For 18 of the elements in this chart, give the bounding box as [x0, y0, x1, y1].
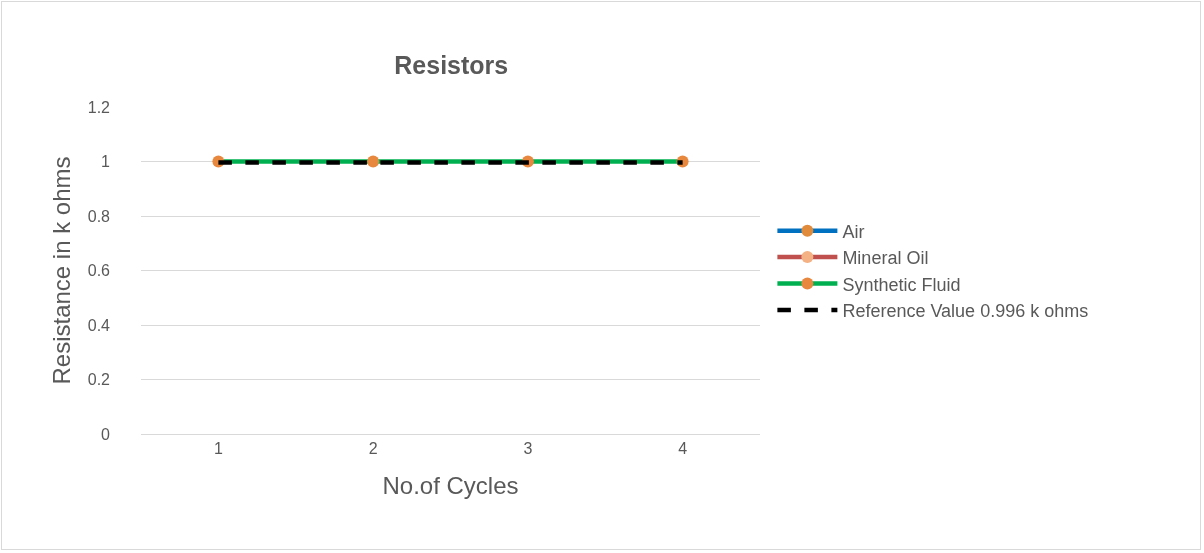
- y-tick-label: 1.2: [87, 98, 111, 116]
- y-tick-label: 0.6: [87, 262, 111, 280]
- y-tick-label: 0.2: [87, 371, 111, 389]
- x-tick-label: 4: [678, 440, 688, 458]
- y-tick-label: 1: [101, 153, 111, 171]
- legend-label: Air: [842, 221, 865, 242]
- y-tick-label: 0.8: [87, 207, 111, 225]
- x-tick-label: 2: [368, 440, 378, 458]
- legend-label: Synthetic Fluid: [842, 274, 961, 295]
- x-axis-title: No.of Cycles: [382, 471, 519, 499]
- y-axis-title: Resistance in k ohms: [47, 156, 75, 385]
- x-tick-label: 3: [523, 440, 533, 458]
- legend-label: Reference Value 0.996 k ohms: [842, 300, 1089, 321]
- y-tick-label: 0.4: [87, 316, 111, 334]
- y-tick-label: 0: [101, 425, 111, 443]
- legend-label: Mineral Oil: [842, 248, 929, 269]
- chart-title: Resistors: [394, 51, 509, 80]
- x-tick-label: 1: [213, 440, 223, 458]
